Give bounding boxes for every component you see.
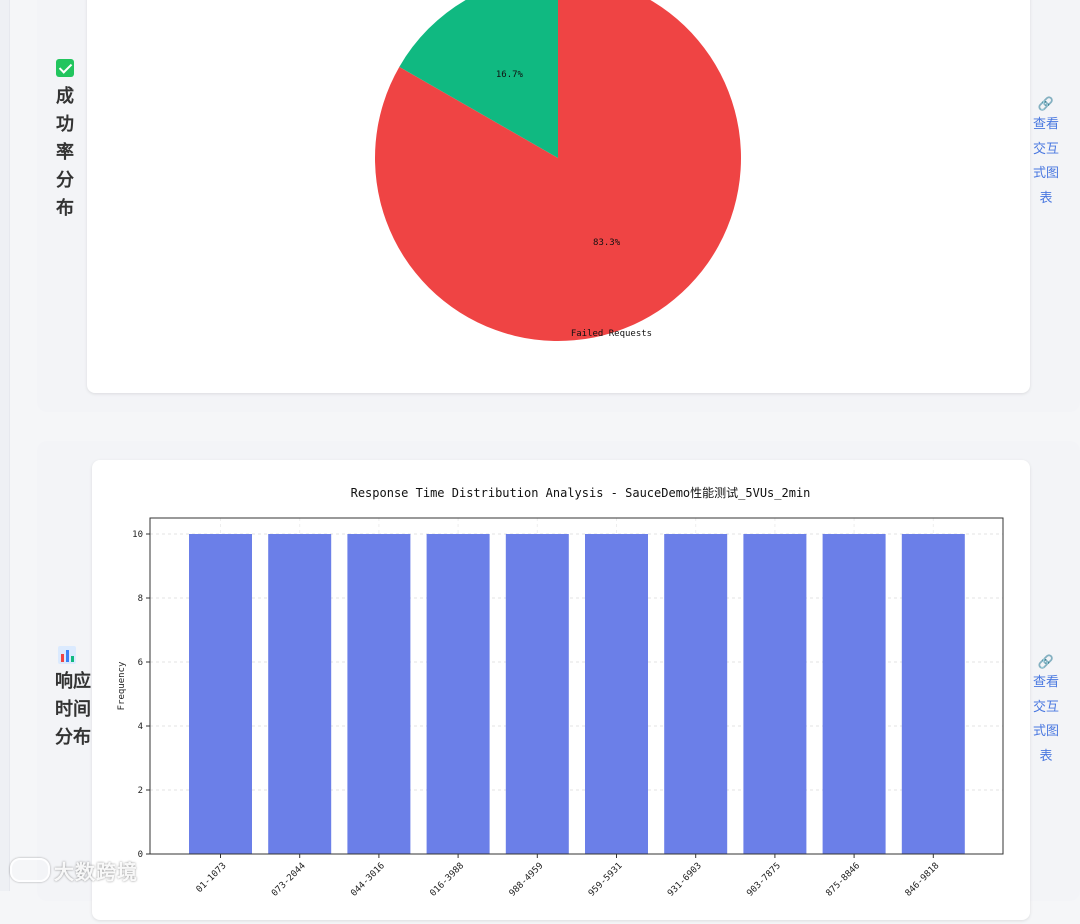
- y-tick-label: 8: [138, 594, 143, 604]
- watermark: 大数跨境: [10, 856, 138, 885]
- y-tick-label: 10: [132, 530, 143, 540]
- pie-pct-label: 83.3%: [593, 238, 621, 248]
- x-tick-label: 988-4959: [508, 861, 546, 899]
- success-rate-label: 成 功 率 分 布: [55, 59, 75, 223]
- link-text[interactable]: 式图: [1032, 166, 1059, 181]
- label-char: 功: [56, 114, 74, 135]
- label-char: 率: [56, 142, 74, 163]
- label-char: 成: [56, 86, 74, 107]
- x-tick-label: 903-7875: [745, 861, 783, 899]
- pie-slice: [375, 0, 741, 341]
- label-line: 时间: [55, 699, 91, 720]
- x-tick-label: 931-6903: [666, 861, 704, 899]
- bar: [901, 534, 965, 854]
- bar-chart-card: Response Time Distribution Analysis - Sa…: [92, 460, 1030, 920]
- x-tick-label: 01-1073: [195, 861, 229, 895]
- success-rate-section: 83.3% Failed Requests 16.7%: [37, 0, 1080, 412]
- bar-chart: Response Time Distribution Analysis - Sa…: [117, 485, 1004, 899]
- view-interactive-chart-link[interactable]: 🔗 查看 交互 式图 表: [1029, 651, 1063, 769]
- pie-slice-label: Failed Requests: [571, 329, 652, 339]
- bar: [743, 534, 807, 854]
- label-char: 布: [56, 198, 74, 219]
- view-interactive-chart-link[interactable]: 🔗 查看 交互 式图 表: [1029, 93, 1063, 211]
- bar: [822, 534, 886, 854]
- link-icon: 🔗: [1037, 655, 1055, 670]
- y-tick-label: 6: [138, 658, 143, 668]
- response-time-section: Response Time Distribution Analysis - Sa…: [37, 441, 1080, 920]
- bar-chart-icon: [58, 646, 76, 664]
- x-tick-label: 016-3988: [428, 861, 466, 899]
- link-text[interactable]: 查看: [1032, 117, 1059, 132]
- y-axis-label: Frequency: [117, 661, 127, 710]
- bar: [268, 534, 332, 854]
- y-tick-label: 2: [138, 786, 143, 796]
- watermark-text: 大数跨境: [54, 860, 138, 884]
- response-time-label: 响应 时间 分布: [55, 646, 95, 752]
- x-tick-label: 875-8846: [824, 861, 862, 899]
- link-text[interactable]: 表: [1039, 748, 1053, 764]
- bar: [505, 534, 569, 854]
- bar: [189, 534, 252, 854]
- link-text[interactable]: 交互: [1032, 699, 1059, 715]
- plot-frame: [149, 517, 1004, 855]
- pie-slice: [399, 0, 558, 158]
- bar: [426, 534, 490, 854]
- y-tick-label: 0: [138, 850, 143, 860]
- pie-chart: 83.3% Failed Requests 16.7%: [375, 0, 741, 341]
- pie-pct-label: 16.7%: [496, 70, 524, 80]
- label-char: 分: [56, 170, 74, 191]
- label-line: 响应: [55, 671, 91, 692]
- label-line: 分布: [55, 727, 91, 748]
- watermark-logo-icon: [10, 858, 50, 882]
- pie-chart-card: 83.3% Failed Requests 16.7%: [87, 0, 1030, 393]
- bar: [664, 534, 728, 854]
- y-tick-label: 4: [138, 722, 143, 732]
- link-icon: 🔗: [1037, 97, 1055, 112]
- chart-title: Response Time Distribution Analysis - Sa…: [351, 485, 811, 500]
- x-tick-label: 846-9818: [904, 861, 942, 899]
- link-text[interactable]: 交互: [1032, 141, 1059, 157]
- x-tick-label: 959-5931: [587, 861, 625, 899]
- link-text[interactable]: 表: [1039, 190, 1053, 206]
- link-text[interactable]: 查看: [1032, 675, 1059, 690]
- check-square-icon: [56, 59, 74, 77]
- bar: [347, 534, 411, 854]
- x-tick-label: 044-3016: [349, 861, 387, 899]
- link-text[interactable]: 式图: [1032, 724, 1059, 739]
- x-tick-label: 073-2044: [270, 861, 308, 899]
- bar: [585, 534, 648, 854]
- left-edge: [0, 0, 10, 891]
